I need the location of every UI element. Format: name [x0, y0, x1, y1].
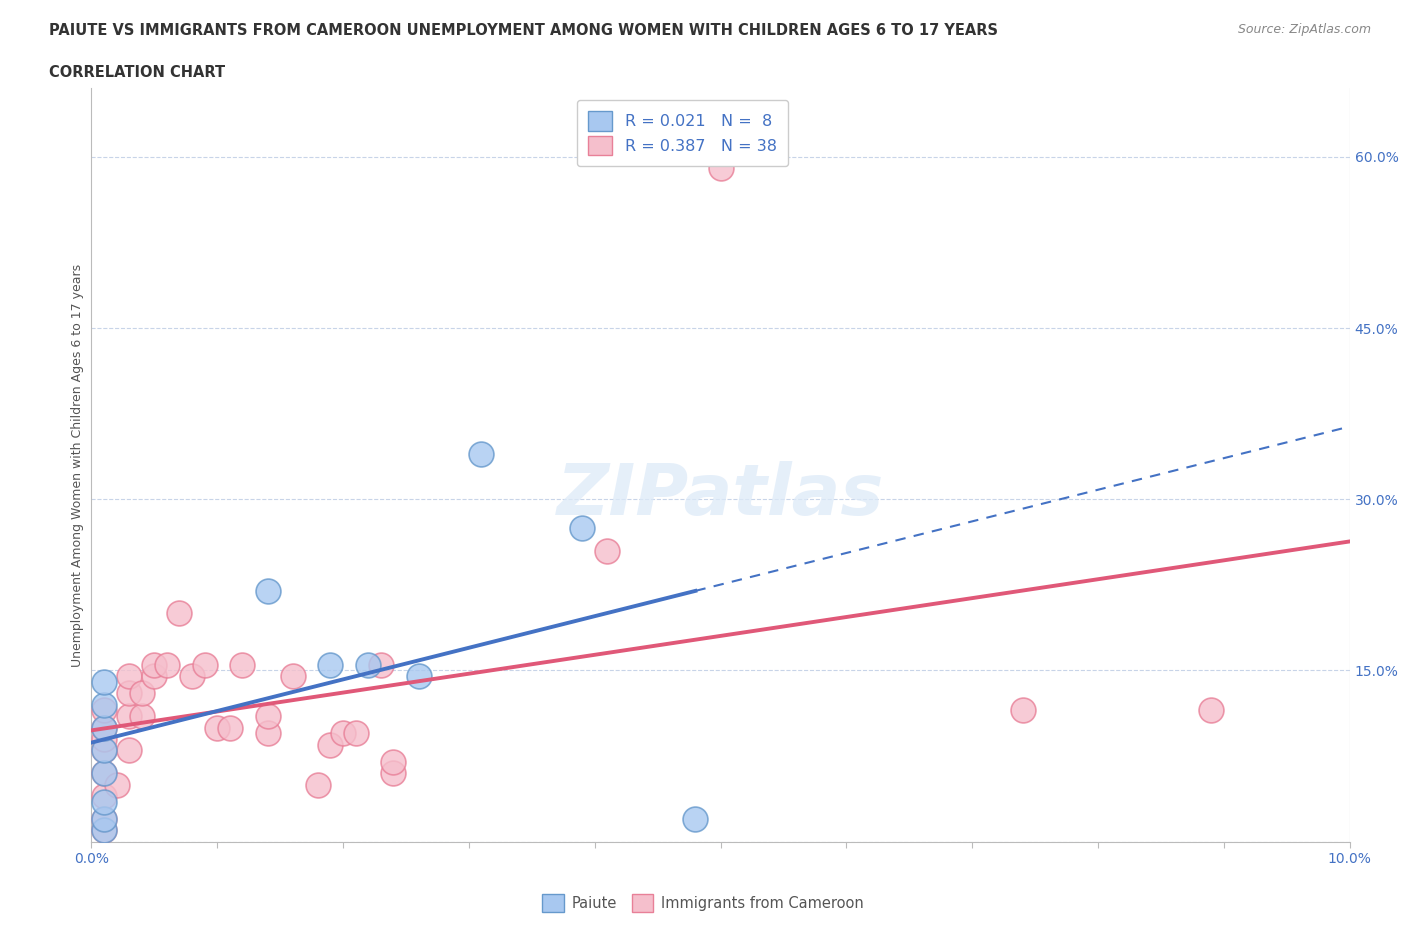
Y-axis label: Unemployment Among Women with Children Ages 6 to 17 years: Unemployment Among Women with Children A…	[72, 263, 84, 667]
Point	[709, 161, 731, 176]
Point	[319, 737, 342, 752]
Point	[281, 669, 304, 684]
Legend: R = 0.021   N =  8, R = 0.387   N = 38: R = 0.021 N = 8, R = 0.387 N = 38	[578, 100, 789, 166]
Point	[231, 658, 253, 672]
Point	[93, 823, 115, 838]
Point	[93, 811, 115, 826]
Point	[571, 521, 593, 536]
Point	[370, 658, 392, 672]
Point	[596, 543, 619, 558]
Point	[93, 732, 115, 747]
Point	[685, 811, 707, 826]
Point	[307, 777, 329, 792]
Point	[118, 669, 141, 684]
Text: PAIUTE VS IMMIGRANTS FROM CAMEROON UNEMPLOYMENT AMONG WOMEN WITH CHILDREN AGES 6: PAIUTE VS IMMIGRANTS FROM CAMEROON UNEMP…	[49, 23, 998, 38]
Point	[1201, 703, 1223, 718]
Point	[143, 669, 166, 684]
Text: CORRELATION CHART: CORRELATION CHART	[49, 65, 225, 80]
Legend: Paiute, Immigrants from Cameroon: Paiute, Immigrants from Cameroon	[537, 888, 869, 918]
Point	[93, 720, 115, 735]
Point	[93, 743, 115, 758]
Point	[93, 698, 115, 712]
Point	[205, 720, 228, 735]
Point	[156, 658, 179, 672]
Point	[256, 583, 278, 598]
Point	[470, 446, 492, 461]
Point	[93, 765, 115, 780]
Point	[332, 725, 354, 740]
Point	[93, 823, 115, 838]
Point	[382, 754, 405, 769]
Point	[1011, 703, 1033, 718]
Point	[131, 685, 153, 700]
Point	[93, 765, 115, 780]
Point	[93, 703, 115, 718]
Point	[357, 658, 380, 672]
Point	[181, 669, 204, 684]
Point	[194, 658, 217, 672]
Text: Source: ZipAtlas.com: Source: ZipAtlas.com	[1237, 23, 1371, 36]
Point	[143, 658, 166, 672]
Point	[93, 674, 115, 689]
Point	[319, 658, 342, 672]
Point	[256, 725, 278, 740]
Point	[93, 720, 115, 735]
Point	[118, 709, 141, 724]
Point	[408, 669, 430, 684]
Point	[105, 777, 128, 792]
Point	[118, 743, 141, 758]
Point	[118, 685, 141, 700]
Point	[93, 811, 115, 826]
Point	[93, 743, 115, 758]
Text: ZIPatlas: ZIPatlas	[557, 460, 884, 529]
Point	[344, 725, 367, 740]
Point	[382, 765, 405, 780]
Point	[218, 720, 240, 735]
Point	[256, 709, 278, 724]
Point	[93, 789, 115, 804]
Point	[131, 709, 153, 724]
Point	[169, 606, 191, 621]
Point	[93, 794, 115, 809]
